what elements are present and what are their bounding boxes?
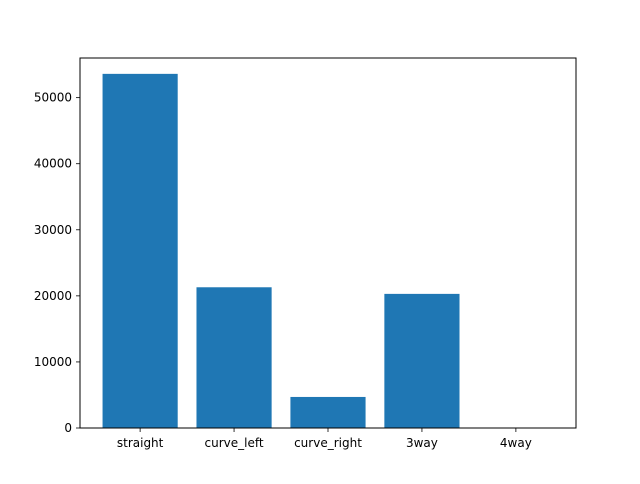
y-tick-label: 10000	[34, 355, 72, 369]
y-tick-label: 40000	[34, 157, 72, 171]
bar-3way	[384, 293, 460, 429]
x-tick-label: curve_left	[205, 436, 264, 450]
bar-curve_left	[196, 287, 272, 428]
bar-straight	[102, 73, 178, 429]
x-tick-label: 3way	[406, 436, 438, 450]
x-tick-label: straight	[117, 436, 164, 450]
bar-curve_right	[290, 396, 366, 428]
y-tick-label: 20000	[34, 289, 72, 303]
y-tick-label: 0	[64, 421, 72, 435]
x-tick-label: curve_right	[294, 436, 362, 450]
y-tick-label: 30000	[34, 223, 72, 237]
x-axis: straight curve_left curve_right 3way 4way	[117, 428, 532, 450]
x-tick-label: 4way	[500, 436, 532, 450]
bars-group	[102, 73, 460, 429]
plot-frame	[79, 57, 577, 429]
y-axis: 0 10000 20000 30000 40000 50000	[34, 91, 80, 435]
y-tick-label: 50000	[34, 91, 72, 105]
